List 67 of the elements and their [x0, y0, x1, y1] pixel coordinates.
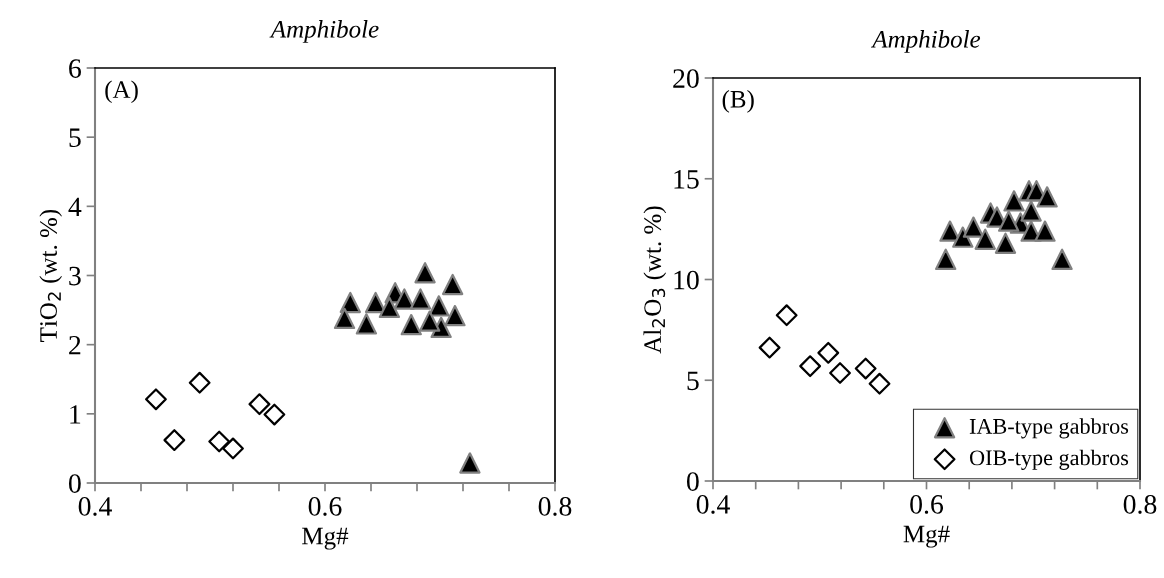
point	[248, 393, 271, 416]
y-tick-label: 0	[68, 474, 81, 493]
y-tick-label: 0	[686, 472, 699, 491]
point	[400, 313, 422, 336]
y-axis-title: Al$_{2}$O$_{3}$ (wt. %)	[643, 206, 667, 354]
y-axis-title: TiO$_{2}$ (wt. %)	[39, 209, 63, 342]
point	[974, 228, 996, 250]
point	[1034, 220, 1056, 242]
point	[1020, 200, 1042, 222]
point	[222, 437, 244, 460]
point	[409, 288, 432, 310]
x-tick-label: 0.4	[78, 497, 112, 516]
y-tick-label: 2	[69, 335, 81, 355]
x-tick-label: 0.6	[910, 495, 944, 514]
point	[428, 295, 450, 317]
point	[1003, 190, 1025, 212]
point	[854, 357, 877, 380]
point	[817, 341, 840, 364]
chart-title: Amphibole	[870, 30, 981, 53]
point	[444, 304, 466, 327]
point	[829, 362, 851, 384]
point	[163, 429, 186, 452]
point	[935, 248, 957, 271]
point	[355, 313, 378, 335]
point	[418, 310, 441, 332]
x-tick-label: 0.8	[538, 497, 572, 516]
annotation: (A)	[105, 80, 138, 104]
point	[952, 226, 974, 248]
x-tick-label: 0.8	[1123, 495, 1157, 514]
point	[188, 371, 211, 394]
point	[208, 430, 231, 453]
point	[962, 216, 985, 238]
annotation: (B)	[722, 90, 754, 113]
x-axis-title: Mg#	[903, 525, 950, 548]
point	[994, 232, 1017, 254]
point	[868, 372, 891, 395]
point	[459, 452, 481, 474]
point	[1036, 186, 1058, 208]
point	[939, 220, 961, 242]
y-tick-label: 15	[674, 170, 699, 189]
y-tick-label: 6	[69, 59, 81, 78]
chart-title: Amphibole	[269, 20, 379, 43]
y-tick-label: 20	[673, 69, 699, 88]
y-tick-label: 1	[70, 405, 81, 424]
point	[758, 336, 781, 359]
legend-label: OIB-type gabbros	[969, 449, 1129, 470]
point	[333, 307, 356, 330]
point	[145, 388, 167, 411]
point	[263, 403, 286, 426]
y-tick-label: 4	[68, 197, 82, 216]
point	[775, 304, 798, 327]
point	[1051, 248, 1073, 271]
point	[998, 210, 1020, 232]
y-tick-label: 3	[69, 266, 81, 286]
legend-label: IAB-type gabbros	[969, 418, 1129, 439]
x-axis-title: Mg#	[302, 527, 349, 550]
y-tick-label: 10	[674, 270, 699, 290]
x-tick-label: 0.4	[696, 495, 730, 514]
point	[414, 262, 436, 284]
point	[441, 273, 464, 296]
point	[799, 355, 822, 378]
point	[378, 296, 401, 318]
y-tick-label: 5	[69, 128, 81, 148]
point	[339, 291, 361, 314]
x-tick-label: 0.6	[308, 497, 342, 516]
y-tick-label: 5	[687, 371, 699, 391]
point	[364, 291, 387, 314]
